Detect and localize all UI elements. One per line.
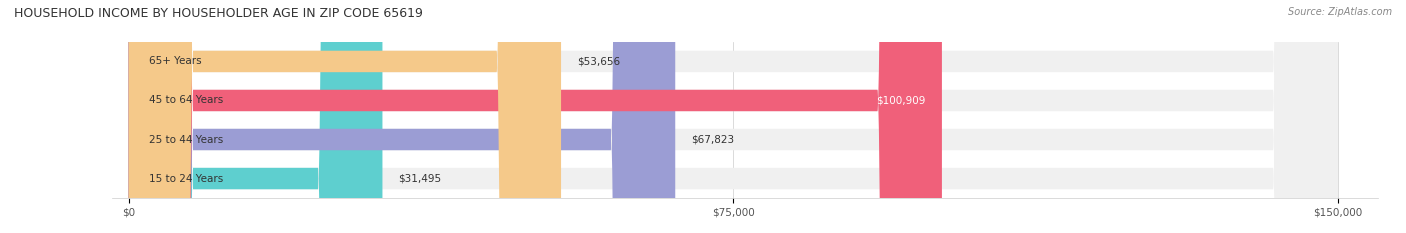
Text: $53,656: $53,656 (578, 56, 620, 66)
FancyBboxPatch shape (128, 0, 382, 233)
FancyBboxPatch shape (128, 0, 561, 233)
Text: 45 to 64 Years: 45 to 64 Years (149, 96, 224, 106)
Text: $67,823: $67,823 (692, 134, 734, 144)
FancyBboxPatch shape (128, 0, 1337, 233)
Text: 15 to 24 Years: 15 to 24 Years (149, 174, 224, 184)
Text: 65+ Years: 65+ Years (149, 56, 201, 66)
Text: 25 to 44 Years: 25 to 44 Years (149, 134, 224, 144)
FancyBboxPatch shape (128, 0, 675, 233)
Text: $31,495: $31,495 (398, 174, 441, 184)
FancyBboxPatch shape (128, 0, 1337, 233)
Text: HOUSEHOLD INCOME BY HOUSEHOLDER AGE IN ZIP CODE 65619: HOUSEHOLD INCOME BY HOUSEHOLDER AGE IN Z… (14, 7, 423, 20)
FancyBboxPatch shape (128, 0, 1337, 233)
FancyBboxPatch shape (128, 0, 942, 233)
Text: Source: ZipAtlas.com: Source: ZipAtlas.com (1288, 7, 1392, 17)
FancyBboxPatch shape (128, 0, 1337, 233)
Text: $100,909: $100,909 (876, 96, 925, 106)
